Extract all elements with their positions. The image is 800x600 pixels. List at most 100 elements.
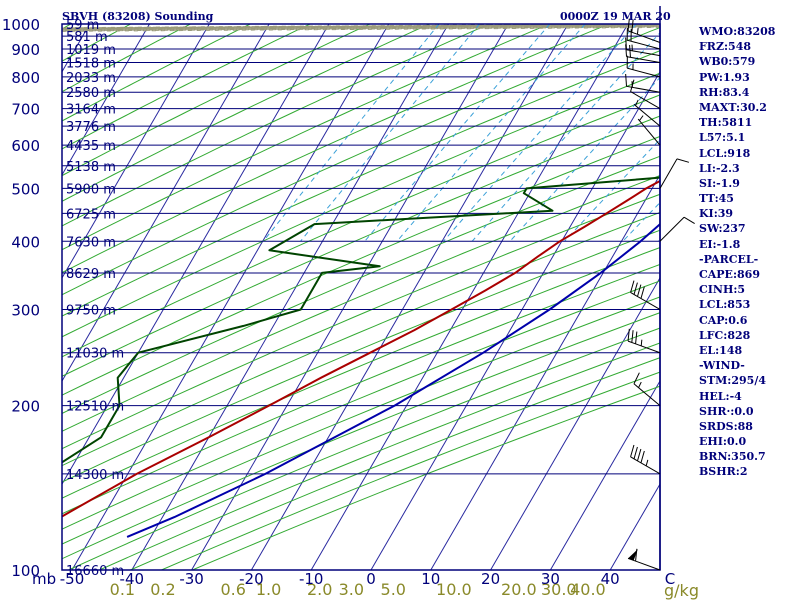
dry-adiabat-line [62,24,371,177]
wind-barb-flag [627,328,630,342]
dry-adiabat-line [68,327,660,570]
height-label: 3164 m [66,103,116,118]
wind-barb [633,372,661,407]
wind-barb-flag [633,446,638,459]
temperature-tick-label: 0 [366,570,376,588]
dry-adiabat-line [62,72,660,338]
index-item: CAPE:869 [699,268,760,281]
wind-barb-flag [635,331,638,344]
plot-area [62,24,660,570]
temperature-profile [62,179,660,518]
dry-adiabat-line [62,155,660,415]
mixing-ratio-label: 10.0 [436,580,472,599]
mixing-ratio-label: 0.1 [110,580,135,599]
index-item: RH:83.4 [699,85,750,99]
wind-barb-flag [637,284,642,297]
wind-barb-flag [633,282,638,295]
index-item: SW:237 [699,222,746,236]
wind-barb-flag [640,286,645,299]
mixing-ratio-label: 20.0 [501,580,537,599]
wind-barb-staff [630,91,661,110]
dry-adiabat-line [62,24,551,251]
isotherm-line [490,276,660,570]
temperature-tick-label: -30 [179,570,204,588]
wind-barb [637,115,661,146]
wind-barb-staff [633,103,661,127]
wind-barb [633,99,661,127]
dry-adiabat-line [62,24,431,202]
mixing-ratio-line [364,24,551,242]
wind-barb-staff [630,456,661,475]
moist-adiabat-line [62,25,660,31]
dry-adiabat-line [62,24,192,93]
wind-barb-staff [627,30,661,43]
wind-barb-flag [640,450,645,463]
height-label: 7630 m [66,235,116,250]
dry-adiabat-line [62,24,132,62]
wind-barb-half-flag [636,28,639,35]
wind-barb-half-flag [639,115,644,121]
isotherm-line [62,24,270,383]
mixing-ratio-line [471,32,660,242]
pressure-tick-label: 300 [11,301,40,319]
wind-barb [659,216,695,242]
index-item: BRN:350.7 [699,450,766,464]
wind-barb-half-flag [635,99,639,106]
wind-barb-flag [631,330,634,343]
wind-barb-staff [627,67,661,78]
height-label: 9750 m [66,303,116,318]
index-item: EHI:0.0 [699,435,747,449]
mixing-ratio-label: 1.0 [256,580,281,599]
height-label: 4435 m [66,139,116,154]
dry-adiabat-line [62,280,660,530]
height-label: 5900 m [66,182,116,197]
mixing-ratio-line [509,76,660,242]
dry-adiabat-line [62,24,611,274]
index-item: KI:39 [699,207,734,221]
station-title: SBVH (83208) Sounding [62,10,214,23]
isotherm-line [62,24,210,279]
index-item: MAXT:30.2 [699,100,767,114]
index-item: CINH:5 [699,283,746,297]
temperature-tick-label: -50 [60,570,85,588]
index-item: EL:148 [699,343,743,357]
moist-adiabat-line [62,25,660,31]
temperature-tick-label: -20 [239,570,264,588]
isotherm-line [191,24,509,570]
index-item: -PARCEL- [699,252,759,266]
index-item: L57:5.1 [699,131,746,145]
pressure-tick-label: 600 [11,137,40,155]
wind-barb-flag [635,548,638,562]
isotherm-line [310,24,629,570]
index-item: -WIND- [699,359,745,373]
dry-adiabat-line [62,115,660,377]
moist-adiabat-line [62,26,660,32]
wind-barb-pennant [628,549,638,561]
isotherm-line [250,24,569,570]
wind-barb-flag [630,444,635,457]
wind-barb [626,27,661,50]
index-item: WB0:579 [699,55,756,69]
mixing-ratio-unit-label: g/kg [664,581,699,600]
wind-barb [630,444,661,475]
index-item: STM:295/4 [699,374,766,388]
pressure-tick-label: 900 [11,41,40,59]
wind-barb [625,44,661,64]
temperature-tick-label: 40 [601,570,620,588]
height-label: 3776 m [66,120,116,135]
wind-barb-staff [637,118,661,146]
dry-adiabat-line [62,296,660,545]
mixing-ratio-label: 5.0 [381,580,406,599]
wind-barb-flag [630,280,635,293]
wind-barb-staff [627,39,661,50]
dry-adiabat-line [62,24,252,122]
wind-barb-flag [637,448,642,461]
temperature-tick-label: -10 [299,570,324,588]
dry-adiabat-line [62,174,660,432]
height-label: 581 m [66,30,108,45]
mixing-ratio-line [300,24,480,242]
wind-barb-flag [625,44,628,57]
index-item: EI:-1.8 [699,237,741,251]
moist-adiabat-line [62,25,660,31]
